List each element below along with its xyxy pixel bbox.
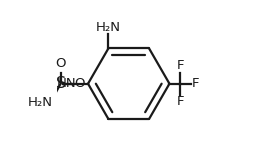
Text: O: O — [74, 77, 85, 90]
Text: S: S — [56, 76, 66, 91]
Text: F: F — [177, 59, 184, 72]
Text: H₂N: H₂N — [28, 96, 53, 109]
Text: F: F — [177, 95, 184, 108]
Text: O: O — [55, 57, 66, 70]
Text: HN: HN — [57, 77, 76, 90]
Text: F: F — [192, 77, 200, 90]
Text: H₂N: H₂N — [96, 21, 121, 33]
